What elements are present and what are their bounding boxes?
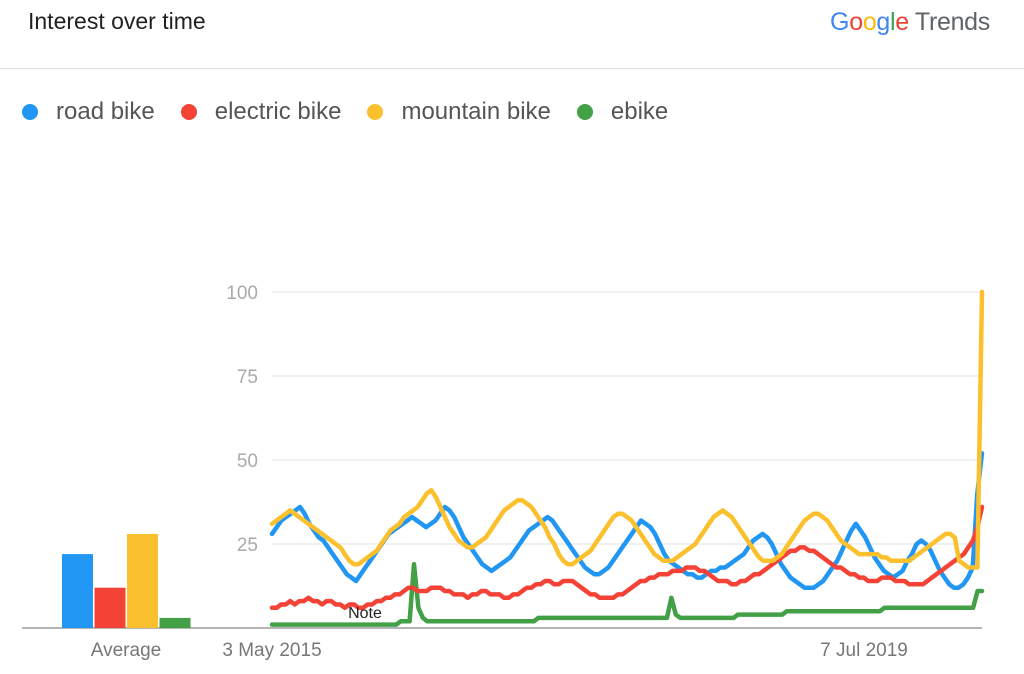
- y-tick-label: 50: [237, 451, 258, 472]
- axis-labels: 25 50 75 100 Average 3 May 2015 7 Jul 2019 Note: [91, 283, 908, 661]
- average-bars: [62, 533, 191, 628]
- page-title: Interest over time: [28, 8, 206, 34]
- y-tick-label: 25: [237, 535, 258, 556]
- legend-label-ebike: ebike: [610, 98, 669, 125]
- legend-label-electric-bike: electric bike: [214, 98, 342, 125]
- series-lines: [269, 289, 985, 627]
- header-divider: [0, 68, 1024, 69]
- trends-wordmark: Trends: [914, 8, 990, 36]
- average-bar: [127, 533, 158, 628]
- series-line-electric-bike: [269, 504, 985, 611]
- legend-dot-icon: [22, 104, 38, 120]
- series-line-mountain-bike: [269, 289, 985, 570]
- y-tick-label: 100: [226, 283, 258, 304]
- legend-dot-icon: [367, 104, 384, 120]
- average-bar: [62, 554, 93, 628]
- legend-dot-icon: [180, 104, 197, 120]
- y-tick-label: 75: [237, 367, 258, 388]
- legend-label-road-bike: road bike: [56, 98, 155, 125]
- average-bar: [159, 617, 191, 628]
- series-line-road-bike: [269, 451, 985, 590]
- legend-item-ebike[interactable]: ebike: [576, 98, 669, 126]
- legend-label-mountain-bike: mountain bike: [401, 98, 551, 125]
- legend-item-electric-bike[interactable]: electric bike: [180, 98, 342, 126]
- x-tick-label: 3 May 2015: [222, 640, 321, 661]
- grid-lines: [22, 291, 982, 629]
- annotation-note: Note: [348, 605, 382, 622]
- google-trends-logo[interactable]: Google Trends: [830, 8, 990, 37]
- chart-legend: road bike electric bike mountain bike eb…: [22, 98, 694, 126]
- legend-item-mountain-bike[interactable]: mountain bike: [367, 98, 551, 126]
- average-label: Average: [91, 640, 161, 661]
- legend-item-road-bike[interactable]: road bike: [22, 98, 155, 126]
- x-tick-label: 7 Jul 2019: [820, 640, 908, 661]
- google-wordmark: Google: [830, 8, 909, 36]
- series-line-ebike: [269, 561, 985, 627]
- legend-dot-icon: [576, 104, 593, 120]
- average-bar: [94, 587, 126, 628]
